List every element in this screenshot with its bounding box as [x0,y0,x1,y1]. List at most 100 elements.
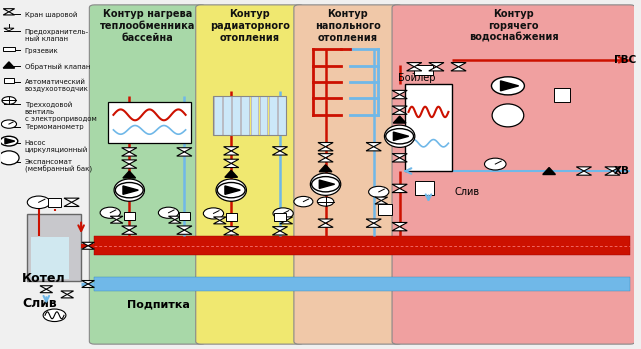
Circle shape [2,97,16,104]
Text: ГВС: ГВС [613,55,636,65]
Polygon shape [319,180,335,188]
Bar [260,96,267,134]
Circle shape [273,208,294,219]
Polygon shape [169,220,181,223]
Polygon shape [122,226,137,230]
Polygon shape [605,167,620,171]
Bar [404,84,452,171]
Polygon shape [61,291,74,295]
Circle shape [217,183,245,198]
Circle shape [485,158,506,170]
Polygon shape [392,106,407,110]
Bar [223,96,231,134]
Bar [278,96,286,134]
Circle shape [115,183,143,198]
Text: Насос
циркуляционный: Насос циркуляционный [25,140,88,153]
Polygon shape [122,164,137,168]
Polygon shape [4,28,14,31]
Polygon shape [543,168,556,174]
Bar [94,277,630,291]
Polygon shape [392,184,407,188]
Polygon shape [64,202,79,207]
Polygon shape [122,152,137,156]
Ellipse shape [216,179,246,201]
Polygon shape [122,160,137,164]
FancyBboxPatch shape [294,5,402,344]
Polygon shape [177,230,192,234]
Circle shape [203,208,224,219]
Polygon shape [123,186,138,194]
Polygon shape [318,219,333,223]
Polygon shape [375,201,388,204]
Polygon shape [61,295,74,298]
Polygon shape [177,152,192,156]
Polygon shape [272,151,288,155]
Polygon shape [406,67,422,71]
Polygon shape [3,12,15,15]
Polygon shape [406,62,422,67]
Polygon shape [392,222,407,227]
Polygon shape [5,139,15,144]
Text: Контур
горячего
водоснабжения: Контур горячего водоснабжения [469,9,558,43]
Circle shape [312,177,340,192]
Polygon shape [3,62,15,68]
Polygon shape [177,226,192,230]
Text: Контур
напольного
отопления: Контур напольного отопления [315,9,381,43]
Polygon shape [429,67,444,71]
Polygon shape [225,186,240,194]
Polygon shape [605,171,620,175]
Text: Слив: Слив [22,297,57,310]
Bar [554,88,570,102]
Text: Бойлер: Бойлер [398,73,436,83]
Polygon shape [318,154,333,158]
Bar [232,96,240,134]
FancyBboxPatch shape [392,5,635,344]
Polygon shape [318,158,333,162]
Ellipse shape [0,151,19,165]
Polygon shape [110,216,123,220]
Text: Автоматический
воздухоотводчик: Автоматический воздухоотводчик [25,79,88,92]
Text: Экспансомат
(мембранный бак): Экспансомат (мембранный бак) [25,159,92,173]
Polygon shape [272,231,288,235]
Text: Слив: Слив [454,187,479,197]
Polygon shape [272,227,288,231]
Bar [226,213,237,221]
Polygon shape [366,219,381,223]
Polygon shape [375,197,388,201]
Polygon shape [392,188,407,193]
Text: Грязевик: Грязевик [25,47,58,54]
Bar [415,181,435,195]
Bar [378,204,392,215]
Circle shape [43,309,66,321]
Polygon shape [82,281,94,284]
Polygon shape [110,220,123,223]
Polygon shape [224,163,239,168]
Circle shape [158,207,179,218]
Ellipse shape [310,173,341,195]
Polygon shape [501,81,519,91]
Polygon shape [366,142,381,147]
Bar [274,213,286,221]
Bar [4,78,14,83]
Circle shape [1,120,17,128]
Polygon shape [392,154,407,158]
Polygon shape [40,289,53,293]
Polygon shape [213,220,226,224]
Polygon shape [177,148,192,152]
Polygon shape [392,90,407,95]
Polygon shape [392,158,407,162]
Polygon shape [122,230,137,234]
Bar [31,237,69,279]
Polygon shape [318,223,333,227]
Polygon shape [224,151,239,155]
Text: Котел: Котел [22,272,66,284]
Ellipse shape [492,104,524,127]
Circle shape [317,197,334,206]
Polygon shape [318,147,333,151]
Text: Трехходовой
вентиль
с электроприводом: Трехходовой вентиль с электроприводом [25,102,97,122]
Polygon shape [576,167,592,171]
Polygon shape [82,284,94,288]
Polygon shape [122,148,137,152]
Polygon shape [82,246,94,249]
Circle shape [386,129,413,144]
